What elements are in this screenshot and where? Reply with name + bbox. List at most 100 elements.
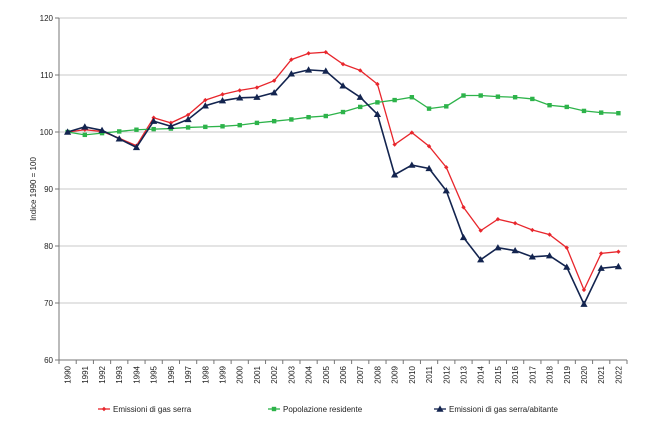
data-point [254, 120, 260, 126]
data-point [373, 110, 382, 118]
legend-marker [101, 406, 107, 412]
series-2 [65, 93, 621, 138]
data-point [598, 110, 604, 115]
y-tick-label: 100 [40, 128, 54, 137]
x-tick-label: 2018 [546, 365, 555, 383]
data-point [616, 110, 621, 116]
data-point [236, 94, 244, 101]
data-point [375, 100, 380, 105]
x-tick-label: 2016 [511, 365, 520, 383]
x-tick-label: 1999 [219, 365, 228, 383]
data-point [426, 144, 432, 149]
y-tick-label: 110 [40, 71, 53, 80]
x-tick-label: 2013 [459, 365, 468, 383]
data-point [289, 117, 294, 122]
data-point [580, 300, 588, 307]
data-point [254, 85, 260, 90]
data-point [185, 112, 191, 118]
data-point [444, 104, 449, 109]
data-point [392, 97, 397, 103]
y-tick-label: 70 [44, 299, 53, 308]
data-point [547, 232, 552, 237]
data-point [237, 88, 242, 93]
data-point [392, 142, 397, 147]
data-point [426, 106, 432, 111]
y-axis-label: Indice 1990 = 100 [29, 157, 38, 221]
data-point [530, 96, 535, 102]
data-point [132, 143, 141, 151]
data-point [306, 51, 311, 56]
data-point [564, 104, 569, 110]
legend-marker [271, 406, 277, 412]
x-tick-label: 1994 [132, 365, 141, 383]
data-point [203, 97, 208, 103]
data-point [82, 132, 88, 138]
x-tick-label: 2003 [287, 365, 296, 383]
x-tick-label: 2007 [356, 365, 365, 383]
data-point [442, 187, 450, 194]
legend: Emissioni di gas serra Popolazione reside… [98, 405, 558, 414]
data-point [218, 97, 227, 104]
data-point [495, 217, 501, 222]
data-point [547, 103, 552, 108]
y-tick-labels: 60 70 80 90 100 110 120 [40, 14, 59, 365]
data-point [201, 102, 209, 109]
data-point [597, 264, 605, 271]
x-tick-label: 2008 [373, 365, 382, 383]
legend-label: Emissioni di gas serra [113, 405, 192, 414]
x-tick-label: 2012 [442, 365, 451, 383]
data-point [98, 126, 106, 133]
x-tick-label: 2000 [236, 365, 245, 383]
y-tick-label: 90 [44, 185, 53, 194]
x-tick-label: 1992 [98, 365, 107, 383]
data-point [478, 93, 483, 98]
data-point [564, 245, 569, 250]
data-point [512, 221, 518, 226]
data-point [358, 104, 363, 110]
x-tick-label: 2020 [580, 365, 589, 383]
x-tick-label: 1993 [115, 365, 124, 383]
data-point [391, 171, 399, 178]
x-tick-label: 1995 [150, 365, 159, 383]
data-point [478, 228, 483, 233]
data-point [323, 50, 328, 55]
x-tick-label: 2004 [305, 365, 314, 383]
x-tick-label: 1998 [201, 365, 210, 383]
data-point [461, 205, 466, 210]
data-point [287, 70, 295, 77]
data-point [306, 114, 311, 120]
data-point [270, 89, 278, 96]
x-tick-label: 2014 [477, 365, 486, 383]
data-point [323, 113, 328, 119]
x-tick-label: 2021 [597, 365, 606, 383]
data-point [530, 227, 535, 233]
y-tick-label: 120 [40, 14, 54, 23]
data-point [358, 68, 363, 73]
data-point [81, 123, 89, 130]
data-point [271, 78, 277, 83]
data-point [115, 135, 123, 142]
data-point [184, 115, 192, 123]
data-point [477, 256, 485, 263]
data-point [598, 251, 604, 256]
series-line [67, 69, 619, 307]
x-tick-label: 1997 [184, 365, 193, 383]
legend-entry: Emissioni di gas serra [98, 405, 192, 414]
data-point [375, 81, 380, 87]
data-point [409, 95, 415, 100]
data-point [151, 126, 156, 132]
data-point [339, 82, 347, 89]
data-point [203, 124, 208, 130]
data-point [581, 287, 587, 293]
x-tick-label: 2001 [253, 365, 262, 383]
data-point [511, 246, 519, 254]
x-tick-label: 2019 [563, 365, 572, 383]
data-point [185, 125, 191, 130]
data-point [495, 94, 501, 99]
x-tick-label: 2009 [391, 365, 400, 383]
data-point [614, 262, 622, 270]
legend-label: Emissioni di gas serra/abitante [449, 405, 558, 414]
x-tick-label: 2022 [614, 365, 623, 383]
data-point [82, 127, 88, 132]
legend-label: Popolazione residente [283, 405, 363, 414]
